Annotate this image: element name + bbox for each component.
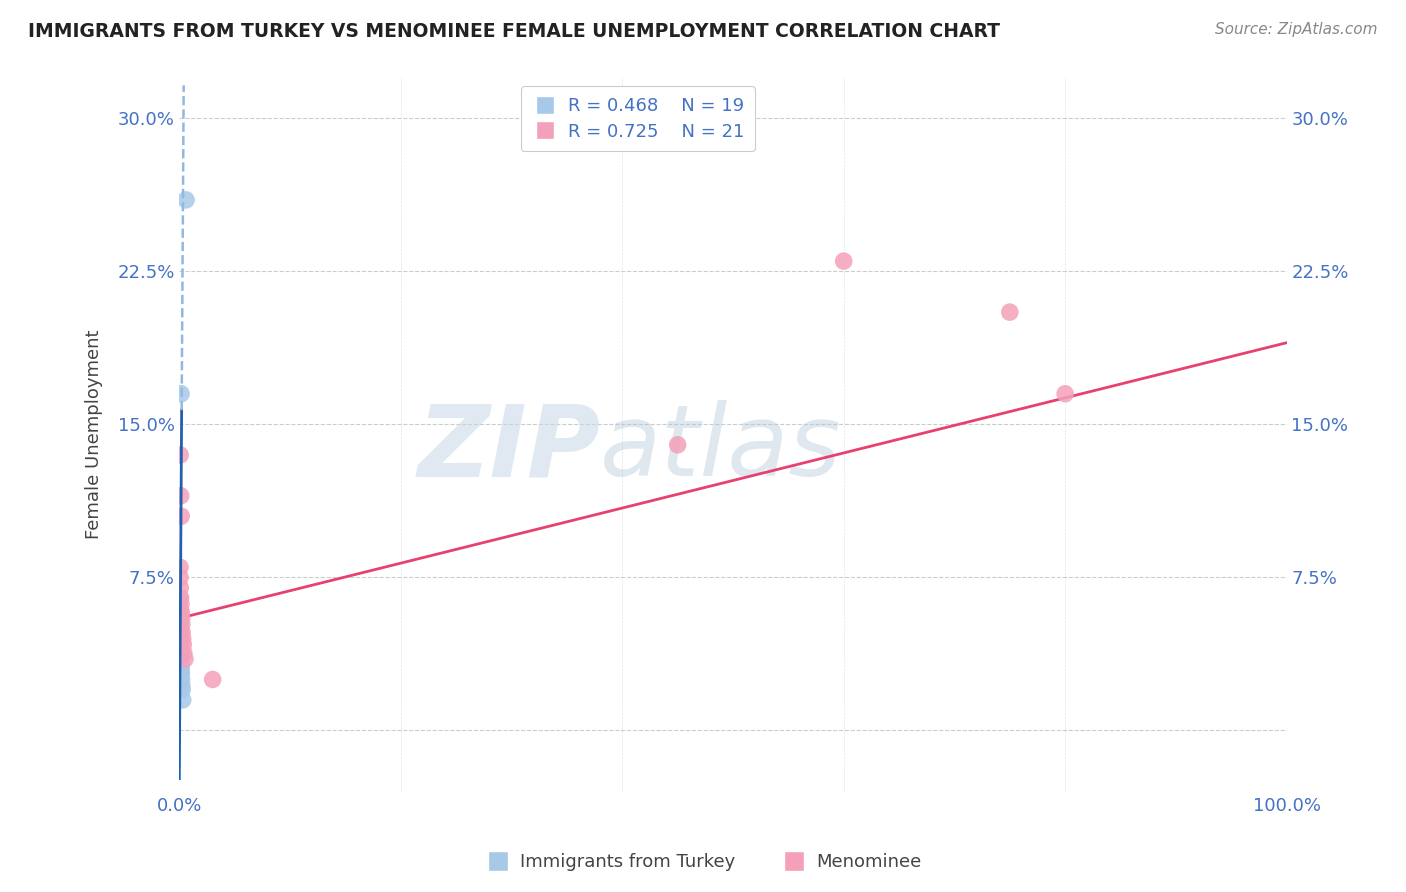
Point: [172, 625, 194, 640]
Point: [169, 617, 191, 632]
Point: [170, 666, 193, 681]
Point: [170, 658, 193, 673]
Point: [169, 611, 191, 625]
Point: [170, 611, 193, 625]
Point: [174, 652, 197, 666]
Point: [169, 591, 191, 605]
Y-axis label: Female Unemployment: Female Unemployment: [86, 330, 103, 540]
Point: [170, 605, 193, 619]
Point: [169, 591, 191, 605]
Point: [169, 581, 191, 595]
Point: [170, 509, 193, 524]
Point: [169, 622, 191, 636]
Text: IMMIGRANTS FROM TURKEY VS MENOMINEE FEMALE UNEMPLOYMENT CORRELATION CHART: IMMIGRANTS FROM TURKEY VS MENOMINEE FEMA…: [28, 22, 1000, 41]
Point: [170, 679, 193, 693]
Text: ZIP: ZIP: [418, 401, 600, 498]
Point: [1054, 386, 1077, 401]
Point: [666, 438, 689, 452]
Point: [170, 617, 193, 632]
Point: [169, 646, 191, 660]
Legend: Immigrants from Turkey, Menominee: Immigrants from Turkey, Menominee: [477, 847, 929, 879]
Point: [169, 448, 191, 462]
Legend: R = 0.468    N = 19, R = 0.725    N = 21: R = 0.468 N = 19, R = 0.725 N = 21: [520, 87, 755, 152]
Point: [998, 305, 1021, 319]
Point: [169, 601, 191, 615]
Point: [169, 636, 191, 650]
Point: [170, 662, 193, 676]
Point: [170, 673, 193, 687]
Point: [169, 560, 191, 574]
Point: [201, 673, 224, 687]
Point: [174, 193, 197, 207]
Point: [832, 254, 855, 268]
Point: [170, 597, 193, 611]
Point: [172, 632, 194, 646]
Point: [172, 693, 194, 707]
Point: [169, 625, 191, 640]
Point: [170, 386, 193, 401]
Point: [173, 646, 195, 660]
Point: [172, 682, 194, 697]
Point: [169, 632, 191, 646]
Text: atlas: atlas: [600, 401, 842, 498]
Point: [172, 638, 194, 652]
Point: [170, 652, 193, 666]
Point: [170, 489, 193, 503]
Point: [169, 570, 191, 584]
Text: Source: ZipAtlas.com: Source: ZipAtlas.com: [1215, 22, 1378, 37]
